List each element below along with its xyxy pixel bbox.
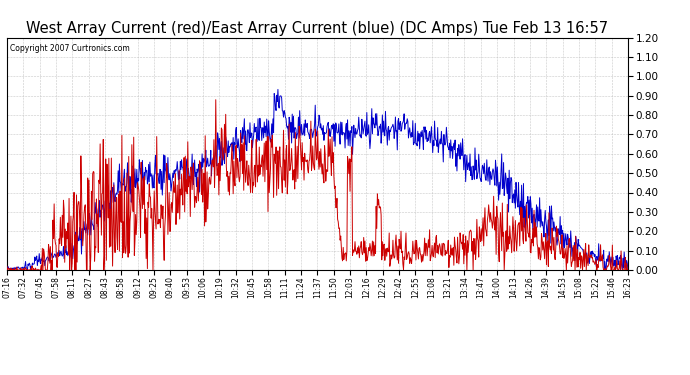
Text: Copyright 2007 Curtronics.com: Copyright 2007 Curtronics.com (10, 45, 130, 54)
Title: West Array Current (red)/East Array Current (blue) (DC Amps) Tue Feb 13 16:57: West Array Current (red)/East Array Curr… (26, 21, 609, 36)
